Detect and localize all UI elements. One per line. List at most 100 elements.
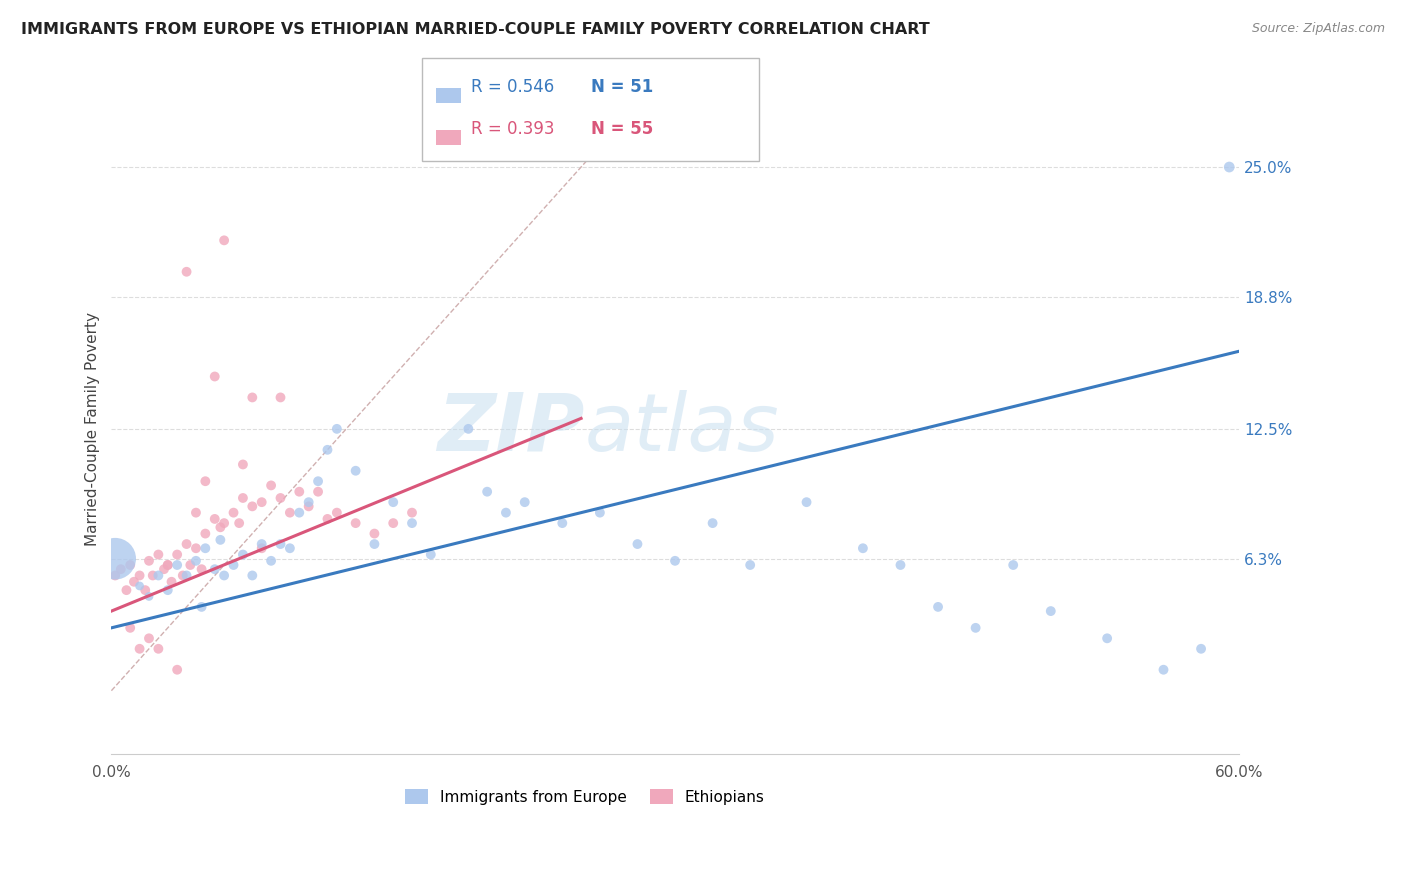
- Point: [232, 548, 254, 562]
- Point: [260, 478, 283, 492]
- Point: [363, 526, 385, 541]
- Point: [128, 579, 150, 593]
- Point: [250, 537, 273, 551]
- Point: [288, 484, 311, 499]
- Point: [176, 537, 198, 551]
- Point: [156, 583, 179, 598]
- Point: [307, 484, 329, 499]
- Point: [927, 599, 949, 614]
- Point: [134, 583, 156, 598]
- Point: [269, 491, 291, 505]
- Point: [138, 632, 160, 646]
- Point: [156, 558, 179, 572]
- Point: [344, 464, 367, 478]
- Point: [204, 369, 226, 384]
- Point: [240, 500, 263, 514]
- Point: [194, 541, 217, 556]
- Point: [212, 516, 235, 530]
- Point: [278, 541, 301, 556]
- Point: [298, 495, 321, 509]
- Point: [166, 558, 188, 572]
- Point: [156, 558, 179, 572]
- Text: atlas: atlas: [585, 390, 779, 468]
- Point: [148, 548, 170, 562]
- Point: [1153, 663, 1175, 677]
- Point: [1002, 558, 1025, 572]
- Point: [120, 558, 142, 572]
- Point: [495, 506, 517, 520]
- Point: [307, 474, 329, 488]
- Text: ZIP: ZIP: [437, 390, 585, 468]
- Point: [209, 533, 232, 547]
- Point: [889, 558, 911, 572]
- Point: [179, 558, 201, 572]
- Point: [204, 512, 226, 526]
- Point: [401, 516, 423, 530]
- Point: [104, 568, 127, 582]
- Point: [382, 516, 405, 530]
- Point: [260, 554, 283, 568]
- Point: [250, 541, 273, 556]
- Point: [209, 520, 232, 534]
- Text: IMMIGRANTS FROM EUROPE VS ETHIOPIAN MARRIED-COUPLE FAMILY POVERTY CORRELATION CH: IMMIGRANTS FROM EUROPE VS ETHIOPIAN MARR…: [21, 22, 929, 37]
- Point: [278, 506, 301, 520]
- Point: [269, 391, 291, 405]
- Point: [316, 512, 339, 526]
- Point: [1189, 641, 1212, 656]
- Point: [128, 568, 150, 582]
- Point: [222, 558, 245, 572]
- Point: [475, 484, 498, 499]
- Point: [184, 554, 207, 568]
- Point: [148, 641, 170, 656]
- Point: [122, 574, 145, 589]
- Point: [551, 516, 574, 530]
- Point: [128, 641, 150, 656]
- Point: [240, 391, 263, 405]
- Point: [120, 621, 142, 635]
- Point: [326, 422, 349, 436]
- Point: [1039, 604, 1062, 618]
- Point: [115, 583, 138, 598]
- Point: [965, 621, 987, 635]
- Point: [148, 568, 170, 582]
- Text: R = 0.546: R = 0.546: [471, 78, 554, 95]
- Point: [160, 574, 183, 589]
- Point: [176, 568, 198, 582]
- Point: [344, 516, 367, 530]
- Point: [250, 495, 273, 509]
- Point: [110, 562, 132, 576]
- Point: [184, 541, 207, 556]
- Point: [228, 516, 250, 530]
- Text: Source: ZipAtlas.com: Source: ZipAtlas.com: [1251, 22, 1385, 36]
- Point: [589, 506, 612, 520]
- Legend: Immigrants from Europe, Ethiopians: Immigrants from Europe, Ethiopians: [399, 782, 770, 811]
- Point: [194, 474, 217, 488]
- Point: [796, 495, 818, 509]
- Point: [664, 554, 686, 568]
- Point: [513, 495, 536, 509]
- Point: [138, 590, 160, 604]
- Point: [166, 548, 188, 562]
- Point: [104, 551, 127, 566]
- Point: [852, 541, 875, 556]
- Point: [363, 537, 385, 551]
- Point: [240, 568, 263, 582]
- Point: [172, 568, 194, 582]
- Point: [190, 599, 212, 614]
- Point: [204, 562, 226, 576]
- Point: [1095, 632, 1118, 646]
- Point: [212, 568, 235, 582]
- Y-axis label: Married-Couple Family Poverty: Married-Couple Family Poverty: [86, 312, 100, 546]
- Point: [326, 506, 349, 520]
- Point: [316, 442, 339, 457]
- Point: [190, 562, 212, 576]
- Point: [401, 506, 423, 520]
- Point: [222, 506, 245, 520]
- Point: [702, 516, 724, 530]
- Point: [232, 491, 254, 505]
- Point: [142, 568, 165, 582]
- Point: [382, 495, 405, 509]
- Point: [212, 233, 235, 247]
- Text: N = 55: N = 55: [591, 120, 652, 138]
- Point: [419, 548, 441, 562]
